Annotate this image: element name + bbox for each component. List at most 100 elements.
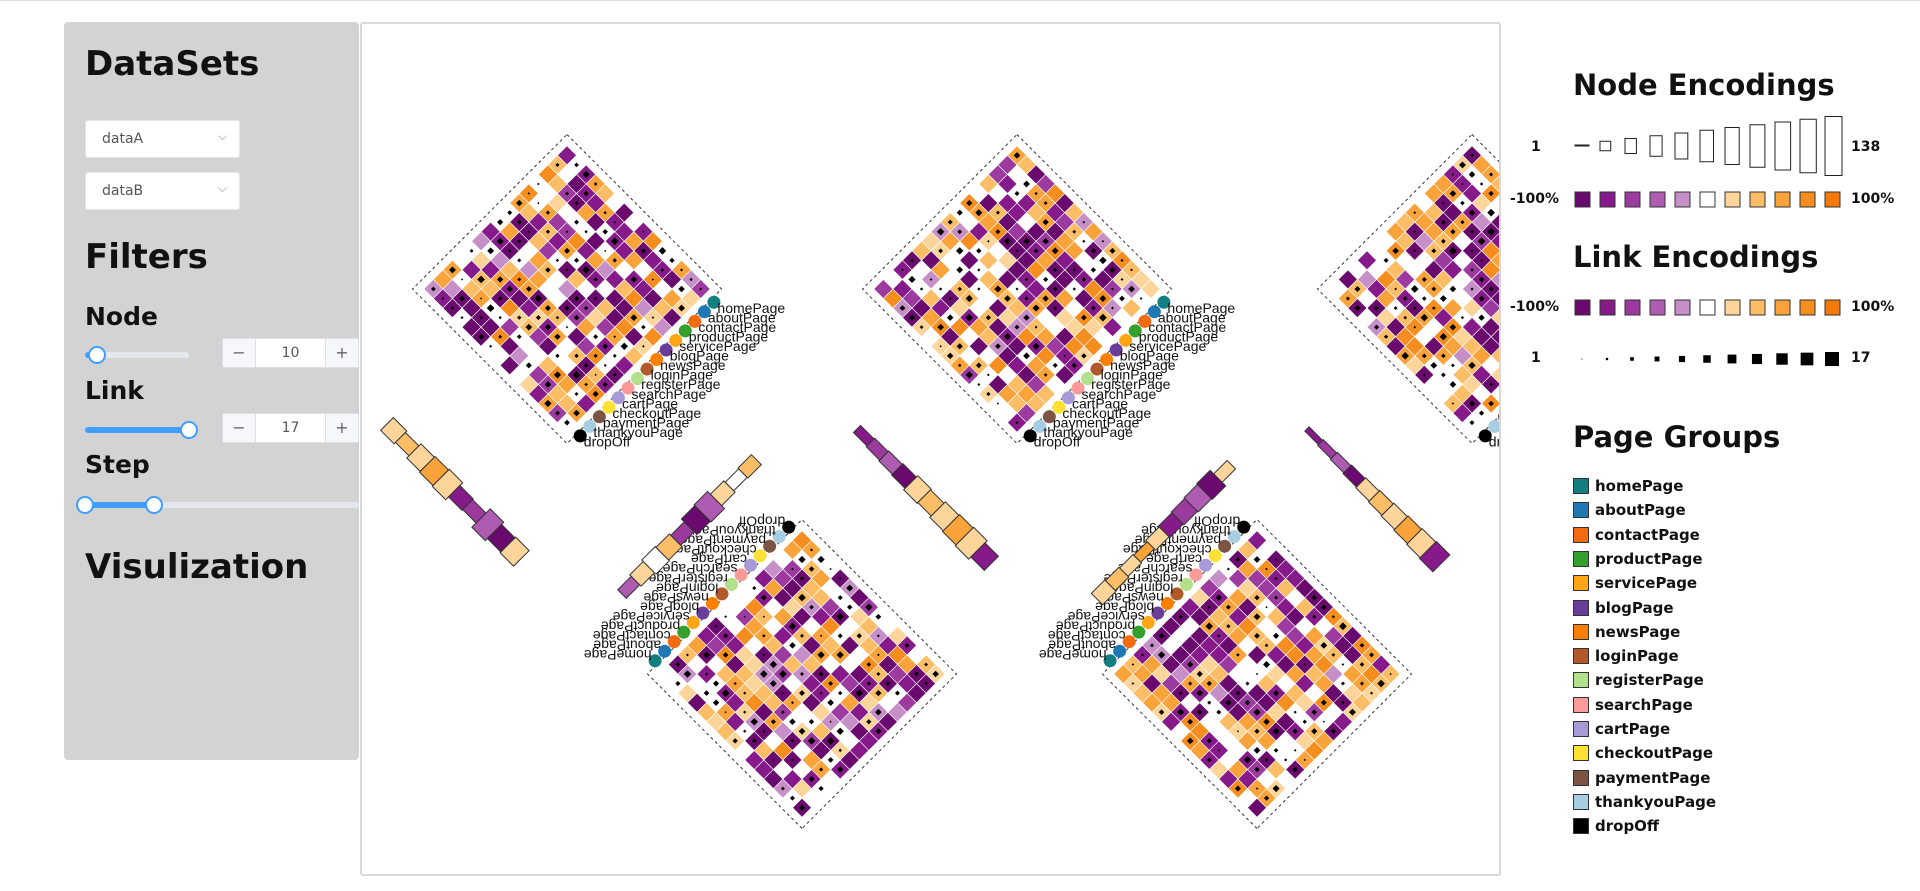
link-weight-mark (1403, 315, 1407, 320)
link-stepper[interactable]: − 17 + (222, 413, 359, 443)
node-group-dot[interactable] (665, 632, 683, 650)
node-group-dot[interactable] (667, 331, 685, 349)
node-group-dot[interactable] (1215, 537, 1233, 555)
node-group-dot[interactable] (1225, 527, 1243, 545)
node-group-dot[interactable] (646, 652, 664, 670)
node-group-dot[interactable] (684, 613, 702, 631)
step-slider[interactable] (76, 496, 359, 514)
node-group-dot[interactable] (1088, 360, 1106, 378)
link-decrement-button[interactable]: − (223, 414, 256, 442)
node-group-dot[interactable] (741, 556, 759, 574)
node-group-dot[interactable] (1155, 293, 1173, 311)
node-group-dot[interactable] (1476, 427, 1494, 445)
node-group-dot[interactable] (1177, 575, 1195, 593)
node-group-dot[interactable] (1110, 642, 1128, 660)
node-group-dot[interactable] (609, 389, 627, 407)
adjacency-matrix[interactable]: homePageaboutPagecontactPageproductPages… (411, 108, 804, 500)
node-bar[interactable] (737, 453, 763, 479)
node-group-dot[interactable] (694, 604, 712, 622)
node-group-dot[interactable] (1136, 312, 1154, 330)
node-group-dot[interactable] (1206, 547, 1224, 565)
link-increment-button[interactable]: + (325, 414, 358, 442)
node-group-dot[interactable] (686, 312, 704, 330)
node-group-dot[interactable] (1021, 427, 1039, 445)
node-bar-strip[interactable] (848, 420, 1001, 573)
node-group-dot[interactable] (705, 293, 723, 311)
matrix-cell[interactable] (1247, 530, 1267, 551)
node-group-dot[interactable] (1168, 585, 1186, 603)
link-slider-handle[interactable] (180, 421, 198, 439)
node-bar[interactable] (970, 542, 1000, 572)
node-group-dot[interactable] (1145, 303, 1163, 321)
node-bar-strip[interactable] (1089, 457, 1239, 607)
node-group-dot[interactable] (1078, 369, 1096, 387)
node-stepper-value[interactable]: 10 (281, 345, 300, 361)
adjacency-matrix[interactable]: homePageaboutPagecontactPageproductPages… (1316, 108, 1499, 500)
node-decrement-button[interactable]: − (223, 339, 256, 367)
node-group-dot[interactable] (703, 594, 721, 612)
node-group-dot[interactable] (600, 398, 618, 416)
link-slider[interactable] (85, 421, 198, 439)
node-group-dot[interactable] (1097, 350, 1115, 368)
node-group-dot[interactable] (581, 417, 599, 435)
node-group-dot[interactable] (1040, 408, 1058, 426)
node-group-dot[interactable] (1031, 417, 1049, 435)
node-group-dot[interactable] (647, 350, 665, 368)
node-group-dot[interactable] (676, 322, 694, 340)
adjacency-matrix[interactable]: homePageaboutPagecontactPageproductPages… (1020, 463, 1413, 855)
adjacency-matrix[interactable]: homePageaboutPagecontactPageproductPages… (565, 463, 958, 855)
node-group-dot[interactable] (1126, 322, 1144, 340)
node-group-dot[interactable] (722, 575, 740, 593)
node-group-dot[interactable] (571, 427, 589, 445)
node-group-dot[interactable] (760, 537, 778, 555)
node-stepper[interactable]: − 10 + (222, 338, 359, 368)
node-group-dot[interactable] (1196, 556, 1214, 574)
node-bar[interactable] (1418, 540, 1451, 573)
node-bar-strip[interactable] (378, 415, 531, 568)
node-group-dot[interactable] (1130, 623, 1148, 641)
node-group-dot[interactable] (713, 585, 731, 603)
matrix-canvas[interactable]: homePageaboutPagecontactPageproductPages… (362, 24, 1499, 874)
matrix-visualization[interactable]: homePage aboutPage contactPage productPage s… (360, 22, 1501, 876)
node-group-dot[interactable] (1235, 518, 1253, 536)
node-group-dot[interactable] (1050, 398, 1068, 416)
node-increment-button[interactable]: + (325, 339, 358, 367)
node-group-dot[interactable] (1486, 417, 1499, 435)
node-group-dot[interactable] (1139, 613, 1157, 631)
node-group-dot[interactable] (619, 379, 637, 397)
node-group-dot[interactable] (1187, 566, 1205, 584)
node-group-dot[interactable] (751, 547, 769, 565)
node-group-dot[interactable] (1107, 341, 1125, 359)
node-group-dot[interactable] (695, 303, 713, 321)
step-slider-start-handle[interactable] (76, 496, 94, 514)
link-stepper-value[interactable]: 17 (281, 420, 300, 436)
node-bar[interactable] (1212, 459, 1237, 484)
node-slider-handle[interactable] (88, 346, 107, 364)
adjacency-matrix[interactable]: homePageaboutPagecontactPageproductPages… (861, 108, 1254, 500)
node-group-dot[interactable] (1059, 389, 1077, 407)
node-group-dot[interactable] (1101, 652, 1119, 670)
node-group-dot[interactable] (655, 642, 673, 660)
node-group-dot[interactable] (780, 518, 798, 536)
step-slider-end-handle[interactable] (144, 496, 163, 514)
node-group-dot[interactable] (732, 566, 750, 584)
dataset-a-select[interactable]: dataA ⌵ (85, 120, 240, 158)
node-group-dot[interactable] (657, 341, 675, 359)
matrix-cell[interactable] (792, 530, 812, 551)
node-group-dot[interactable] (1069, 379, 1087, 397)
node-bar-strip[interactable] (1299, 421, 1451, 573)
dataset-b-select[interactable]: dataB ⌵ (85, 172, 240, 210)
node-group-dot[interactable] (770, 527, 788, 545)
node-slider[interactable] (85, 346, 189, 364)
node-bar[interactable] (1304, 426, 1324, 446)
node-group-dot[interactable] (638, 360, 656, 378)
node-group-dot[interactable] (1117, 331, 1135, 349)
node-bar[interactable] (499, 536, 530, 567)
node-group-dot[interactable] (1120, 632, 1138, 650)
node-group-dot[interactable] (1158, 594, 1176, 612)
node-group-dot[interactable] (675, 623, 693, 641)
node-group-dot[interactable] (628, 369, 646, 387)
node-group-dot[interactable] (590, 408, 608, 426)
node-bar-strip[interactable] (614, 451, 765, 602)
node-group-dot[interactable] (1149, 604, 1167, 622)
